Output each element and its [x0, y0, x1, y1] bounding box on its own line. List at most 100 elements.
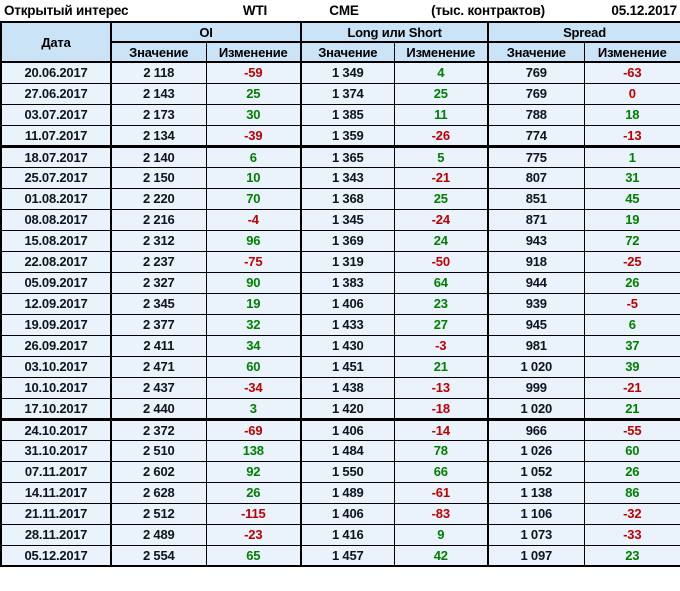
change-cell: 37 [583, 334, 680, 357]
value-cell: 2 628 [110, 481, 207, 504]
table-row: 11.07.2017 2 134 -39 1 359 -26 774 -13 [0, 124, 680, 148]
table-row: 27.06.2017 2 143 25 1 374 25 769 0 [0, 82, 680, 105]
change-cell: 90 [205, 271, 302, 294]
date-cell: 28.11.2017 [0, 523, 112, 546]
value-cell: 944 [487, 271, 585, 294]
value-cell: 2 602 [110, 460, 207, 483]
change-cell: 96 [205, 229, 302, 252]
change-cell: 19 [205, 292, 302, 315]
change-cell: 5 [393, 145, 489, 168]
value-cell: 1 097 [487, 544, 585, 567]
change-cell: 26 [583, 460, 680, 483]
value-cell: 1 343 [300, 166, 395, 189]
value-cell: 1 433 [300, 313, 395, 336]
change-cell: 60 [205, 355, 302, 378]
change-cell: -83 [393, 502, 489, 525]
table-row: 03.10.2017 2 471 60 1 451 21 1 020 39 [0, 355, 680, 378]
value-cell: 871 [487, 208, 585, 231]
change-cell: -13 [583, 124, 680, 148]
table-row: 17.10.2017 2 440 3 1 420 -18 1 020 21 [0, 397, 680, 421]
value-cell: 2 411 [110, 334, 207, 357]
table-row: 24.10.2017 2 372 -69 1 406 -14 966 -55 [0, 418, 680, 441]
change-cell: 25 [393, 187, 489, 210]
change-cell: 10 [205, 166, 302, 189]
change-cell: 92 [205, 460, 302, 483]
group-header-spread: Spread [487, 21, 680, 43]
value-cell: 1 368 [300, 187, 395, 210]
change-cell: -34 [205, 376, 302, 399]
change-cell: -13 [393, 376, 489, 399]
date-cell: 03.07.2017 [0, 103, 112, 126]
change-cell: 21 [393, 355, 489, 378]
value-cell: 966 [487, 418, 585, 441]
date-cell: 19.09.2017 [0, 313, 112, 336]
change-cell: -39 [205, 124, 302, 148]
value-cell: 2 510 [110, 439, 207, 462]
date-cell: 24.10.2017 [0, 418, 112, 441]
column-header-ls-change: Изменение [393, 41, 489, 63]
change-cell: 26 [583, 271, 680, 294]
change-cell: 24 [393, 229, 489, 252]
table-row: 12.09.2017 2 345 19 1 406 23 939 -5 [0, 292, 680, 315]
value-cell: 2 327 [110, 271, 207, 294]
value-cell: 2 173 [110, 103, 207, 126]
table-row: 26.09.2017 2 411 34 1 430 -3 981 37 [0, 334, 680, 357]
value-cell: 981 [487, 334, 585, 357]
value-cell: 1 345 [300, 208, 395, 231]
table-row: 28.11.2017 2 489 -23 1 416 9 1 073 -33 [0, 523, 680, 546]
value-cell: 1 383 [300, 271, 395, 294]
value-cell: 2 134 [110, 124, 207, 148]
change-cell: 72 [583, 229, 680, 252]
value-cell: 1 416 [300, 523, 395, 546]
change-cell: 25 [205, 82, 302, 105]
value-cell: 1 349 [300, 61, 395, 84]
instrument-label: WTI [242, 3, 268, 18]
change-cell: 65 [205, 544, 302, 567]
value-cell: 2 489 [110, 523, 207, 546]
value-cell: 1 484 [300, 439, 395, 462]
change-cell: 39 [583, 355, 680, 378]
date-cell: 01.08.2017 [0, 187, 112, 210]
date-cell: 10.10.2017 [0, 376, 112, 399]
value-cell: 1 451 [300, 355, 395, 378]
table-row: 08.08.2017 2 216 -4 1 345 -24 871 19 [0, 208, 680, 231]
change-cell: -32 [583, 502, 680, 525]
change-cell: 19 [583, 208, 680, 231]
value-cell: 807 [487, 166, 585, 189]
change-cell: 31 [583, 166, 680, 189]
group-header-long-or-short: Long или Short [300, 21, 489, 43]
value-cell: 2 554 [110, 544, 207, 567]
change-cell: 21 [583, 397, 680, 421]
value-cell: 2 512 [110, 502, 207, 525]
value-cell: 774 [487, 124, 585, 148]
date-cell: 27.06.2017 [0, 82, 112, 105]
table-row: 03.07.2017 2 173 30 1 385 11 788 18 [0, 103, 680, 126]
value-cell: 2 437 [110, 376, 207, 399]
change-cell: 66 [393, 460, 489, 483]
value-cell: 1 052 [487, 460, 585, 483]
date-cell: 05.12.2017 [0, 544, 112, 567]
value-cell: 2 440 [110, 397, 207, 421]
table-row: 31.10.2017 2 510 138 1 484 78 1 026 60 [0, 439, 680, 462]
change-cell: -69 [205, 418, 302, 441]
date-cell: 25.07.2017 [0, 166, 112, 189]
change-cell: 3 [205, 397, 302, 421]
table-row: 05.12.2017 2 554 65 1 457 42 1 097 23 [0, 544, 680, 567]
change-cell: 26 [205, 481, 302, 504]
table-row: 07.11.2017 2 602 92 1 550 66 1 052 26 [0, 460, 680, 483]
date-cell: 15.08.2017 [0, 229, 112, 252]
change-cell: 45 [583, 187, 680, 210]
value-cell: 2 372 [110, 418, 207, 441]
change-cell: 30 [205, 103, 302, 126]
date-cell: 22.08.2017 [0, 250, 112, 273]
value-cell: 918 [487, 250, 585, 273]
value-cell: 2 220 [110, 187, 207, 210]
value-cell: 999 [487, 376, 585, 399]
change-cell: 60 [583, 439, 680, 462]
value-cell: 1 369 [300, 229, 395, 252]
change-cell: 1 [583, 145, 680, 168]
change-cell: 0 [583, 82, 680, 105]
group-header-row: Дата OI Long или Short Spread [0, 21, 680, 63]
change-cell: 64 [393, 271, 489, 294]
table-row: 25.07.2017 2 150 10 1 343 -21 807 31 [0, 166, 680, 189]
